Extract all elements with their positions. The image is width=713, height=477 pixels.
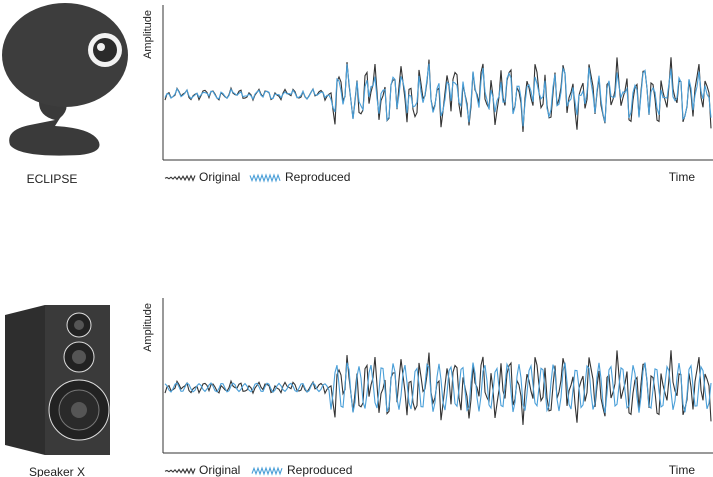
legend-reproduced: Reproduced: [285, 170, 350, 184]
legend-icon-original: [164, 467, 196, 475]
reproduced-wave: [164, 63, 712, 127]
eclipse-speaker-icon: [2, 3, 128, 156]
x-axis-label: Time: [669, 463, 696, 477]
original-wave: [164, 57, 712, 132]
legend-icon-reproduced: [251, 466, 283, 476]
waveform-panel: ECLIPSE Amplitude Time Original Reproduced: [27, 5, 713, 186]
waveform-panel: Speaker X Amplitude Time Original Reproduced: [29, 298, 713, 477]
legend-reproduced: Reproduced: [287, 463, 352, 477]
reproduced-wave: [164, 362, 712, 414]
original-wave: [164, 350, 712, 425]
legend-original: Original: [199, 170, 240, 184]
y-axis-label: Amplitude: [142, 10, 154, 59]
y-axis-label: Amplitude: [142, 303, 154, 352]
x-axis-label: Time: [669, 170, 696, 184]
speaker-x-icon: [5, 305, 110, 455]
legend-original: Original: [199, 463, 240, 477]
device-label: Speaker X: [29, 465, 85, 477]
legend-icon-original: [164, 174, 196, 182]
legend-icon-reproduced: [249, 173, 281, 183]
device-label: ECLIPSE: [27, 172, 78, 186]
